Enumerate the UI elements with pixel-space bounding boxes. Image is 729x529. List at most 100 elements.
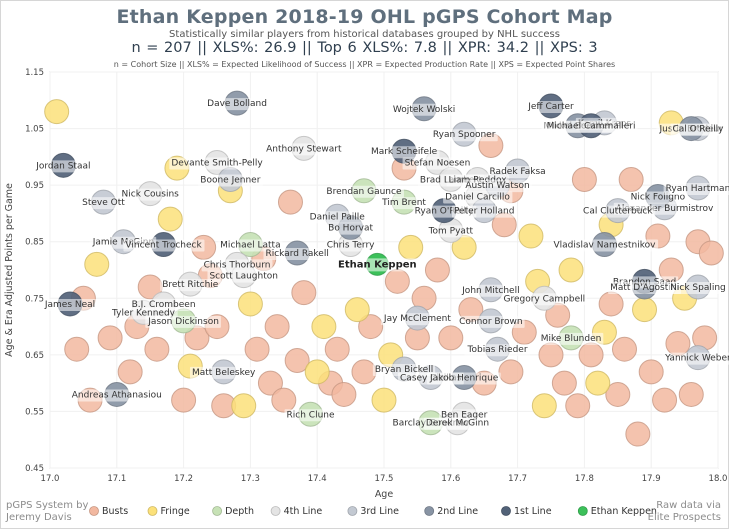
label-background (198, 174, 263, 187)
label-text: Ryan Spooner (433, 130, 496, 140)
label-background (284, 409, 337, 422)
point-fringe (157, 206, 183, 232)
label-text: Jakob Henrique (429, 373, 499, 383)
label-text: Wojtek Wolski (393, 105, 455, 115)
label-text: Dave Bolland (207, 99, 267, 109)
legend-label: Depth (225, 506, 254, 517)
label-text: Tyler Kennedy (111, 308, 176, 318)
label-background (402, 157, 473, 170)
legend-marker (577, 506, 588, 516)
label-text: Michael Cammalleri (547, 122, 636, 132)
point-fringe (632, 297, 658, 323)
label-rich-clune: Rich Clune (284, 409, 337, 422)
label-jay-mcclement: Jay McClement (380, 313, 454, 326)
label-michael-cammalleri: Michael Cammalleri (544, 120, 638, 133)
point-busts (665, 331, 691, 357)
label-derek-mcginn: Derek McGinn (423, 417, 492, 430)
point-busts (171, 387, 197, 413)
label-text: Tobias Rieder (467, 345, 528, 355)
label-background (145, 315, 221, 328)
label-background (69, 389, 164, 402)
legend-item-depth: Depth (212, 506, 254, 517)
credit-author: pGPS System by Jeremy Davis (6, 500, 88, 524)
legend-label: Fringe (161, 506, 190, 517)
label-tobias-rieder: Tobias Rieder (464, 344, 530, 357)
point-busts (538, 342, 564, 368)
point-busts (271, 387, 297, 413)
stats-legend: n = Cohort Size || XLS% = Expected Likel… (113, 60, 616, 69)
label-background (501, 293, 588, 306)
legend-item-1st-line: 1st Line (501, 506, 552, 517)
label-background (464, 344, 530, 357)
label-cal-clutterbuck: Cal Clutterbuck (581, 205, 656, 218)
label-text: Nick Foligno (631, 192, 686, 202)
point-fringe (371, 387, 397, 413)
legend-item-3rd-line: 3rd Line (347, 506, 399, 517)
legend-item-busts: Busts (89, 506, 128, 517)
point-busts (277, 189, 303, 215)
label-text: Cal Clutterbuck (583, 207, 653, 217)
legend-item-4th-line: 4th Line (270, 506, 322, 517)
label-background (608, 281, 681, 294)
x-tick-label: 17.4 (308, 474, 327, 484)
point-fringe (398, 234, 424, 260)
label-text: Ben Eager (441, 410, 488, 420)
label-background (390, 103, 458, 116)
label-ethan-keppen: Ethan Keppen (335, 258, 419, 272)
credit-source: Raw data via Elite Prospects (648, 500, 721, 524)
legend: Busts Fringe Depth 4th Line 3rd Line 2nd Line… (89, 506, 657, 517)
point-busts (498, 359, 524, 385)
point-busts (551, 370, 577, 396)
label-text: Anthony Stewart (266, 144, 342, 154)
label-dave-bolland: Dave Bolland (205, 98, 269, 111)
point-fringe (518, 223, 544, 249)
label-anthony-stewart: Anthony Stewart (264, 143, 344, 156)
label-rickard-rakell: Rickard Rakell (263, 248, 331, 261)
point-busts (257, 370, 283, 396)
label-text: Chris Terry (327, 241, 375, 251)
point-busts (638, 359, 664, 385)
y-tick-label: 0.65 (25, 351, 44, 361)
label-yannick-weber: Yannick Weber (662, 352, 729, 365)
x-tick-label: 17.7 (508, 474, 527, 484)
label-background (201, 259, 273, 272)
x-tick-label: 17.6 (441, 474, 460, 484)
label-background (525, 100, 577, 113)
label-vladislav-namestnikov: Vladislav Namestnikov (551, 239, 659, 252)
label-text: Ethan Keppen (338, 259, 417, 270)
label-text: Brendan Gaunce (326, 187, 402, 197)
label-chris-thorburn: Chris Thorburn (201, 259, 273, 272)
label-text: Brett Ritchie (162, 280, 219, 290)
label-background (380, 313, 454, 326)
label-text: Andreas Athanasiou (72, 390, 162, 400)
label-scott-laughton: Scott Laughton (207, 270, 280, 283)
label-text: Jordan Staal (35, 161, 90, 171)
label-boone-jenner: Boone Jenner (198, 174, 263, 187)
point-busts (244, 336, 270, 362)
label-background (544, 120, 638, 133)
label-text: Peter Holland (454, 207, 514, 217)
label-background (427, 372, 501, 385)
label-background (324, 239, 378, 252)
label-bo-horvat: Bo Horvat (326, 222, 376, 235)
label-matt-d-agostini: Matt D'Agostini (608, 281, 681, 294)
legend-label: 2nd Line (437, 506, 478, 517)
label-steve-ott: Steve Ott (80, 197, 128, 210)
label-text: Michael Latta (220, 241, 280, 251)
label-daniel-paille: Daniel Paille (307, 211, 368, 224)
label-background (663, 182, 729, 195)
label-text: Bryan Bickell (375, 365, 433, 375)
label-text: Tom Pyatt (428, 226, 474, 236)
legend-label: Busts (102, 506, 128, 517)
x-tick-label: 18.0 (709, 474, 728, 484)
point-busts (291, 280, 317, 306)
point-busts (324, 336, 350, 362)
label-jason-dickinson: Jason Dickinson (145, 315, 221, 328)
y-tick-label: 0.95 (25, 181, 44, 191)
label-text: Rickard Rakell (265, 249, 328, 259)
label-mike-blunden: Mike Blunden (538, 332, 604, 345)
label-background (33, 160, 93, 173)
label-text: Derek McGinn (426, 419, 489, 429)
